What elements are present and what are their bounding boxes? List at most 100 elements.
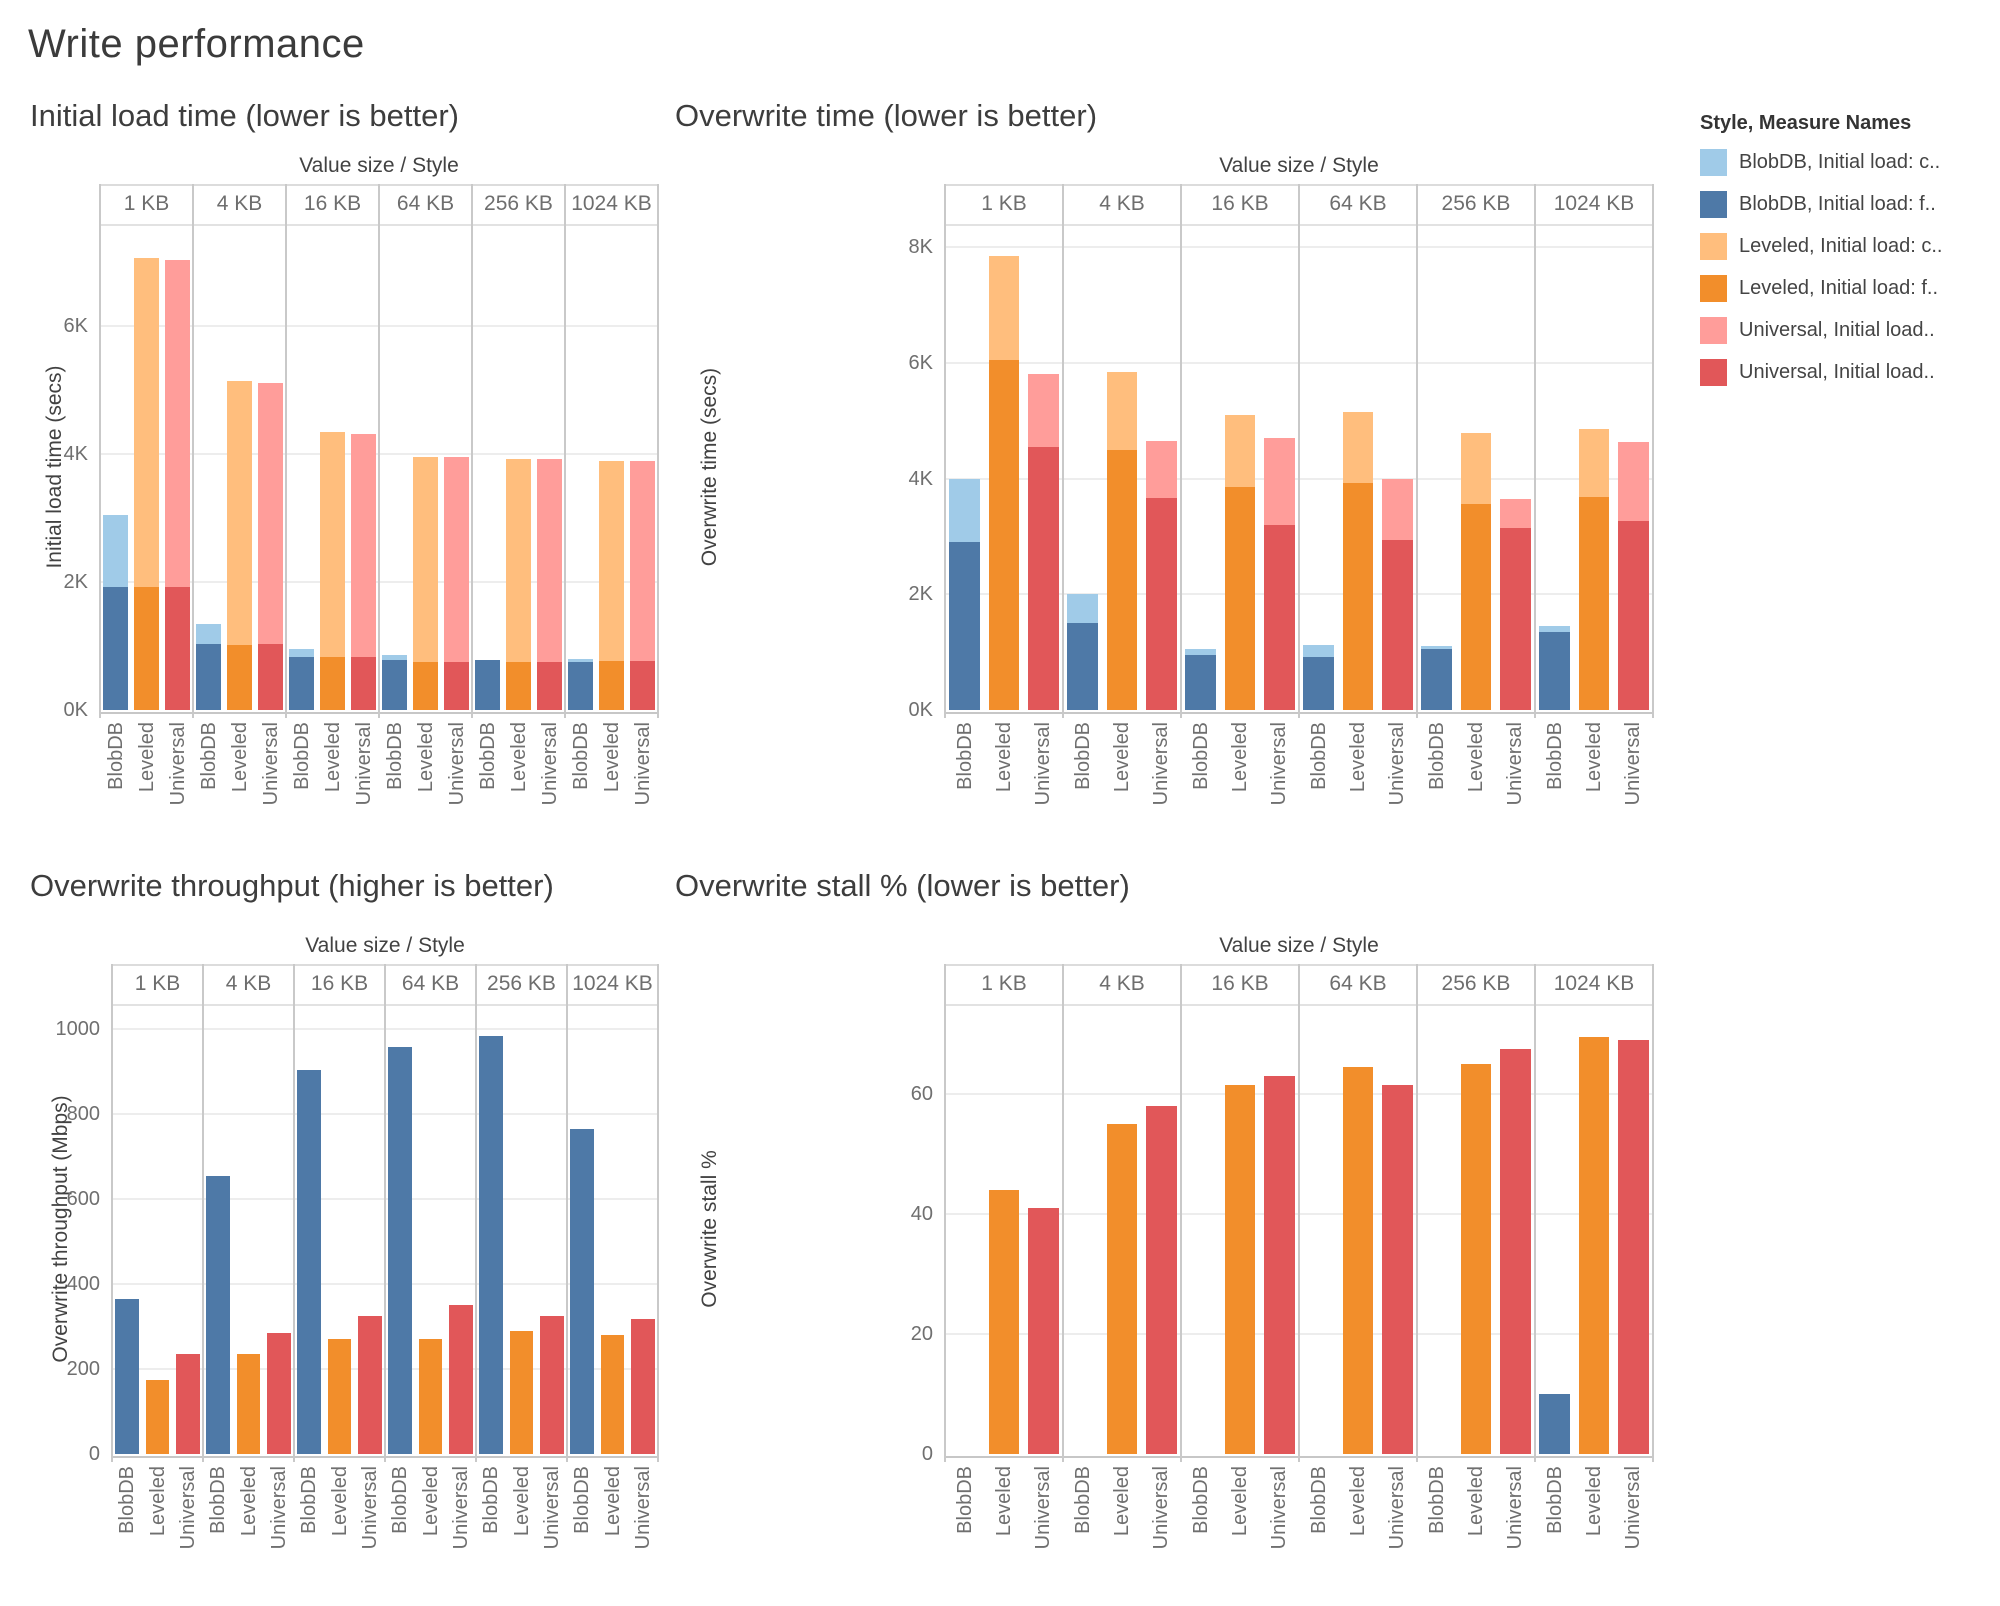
chart-overwrite-time: Overwrite time (lower is better) Value s… xyxy=(675,98,1657,864)
bar-leveled[interactable] xyxy=(227,644,252,710)
bar-blobdb[interactable] xyxy=(382,660,407,710)
bar-universal[interactable] xyxy=(1145,1106,1177,1454)
pane-separator xyxy=(1180,184,1182,718)
bar-universal[interactable] xyxy=(258,644,283,710)
bar-leveled[interactable] xyxy=(509,1330,534,1454)
bar-universal[interactable] xyxy=(176,1354,200,1454)
size-header-cell: 64 KB xyxy=(1329,192,1387,215)
bar-leveled[interactable] xyxy=(1460,1064,1492,1454)
bar-leveled[interactable] xyxy=(1224,487,1256,710)
bar-blobdb[interactable] xyxy=(1421,648,1452,710)
bar-blobdb[interactable] xyxy=(206,1175,230,1454)
pane-separator xyxy=(99,184,101,718)
bar-leveled[interactable] xyxy=(599,661,624,710)
x-category-label: Leveled xyxy=(993,1466,1015,1537)
legend-label: Leveled, Initial load: c.. xyxy=(1739,235,1943,257)
bar-blobdb[interactable] xyxy=(115,1299,139,1454)
bar-blobdb[interactable] xyxy=(1185,655,1216,710)
bar-blobdb[interactable] xyxy=(289,656,314,710)
bar-universal[interactable] xyxy=(444,662,469,710)
bar-universal[interactable] xyxy=(630,661,655,710)
bar-blobdb[interactable] xyxy=(196,644,221,710)
bar-blobdb[interactable] xyxy=(297,1069,321,1454)
bar-leveled[interactable] xyxy=(1578,1037,1610,1454)
y-axis-title: Initial load time (secs) xyxy=(43,365,66,569)
size-header-cell: 1 KB xyxy=(981,192,1027,215)
legend-item[interactable]: BlobDB, Initial load: c.. xyxy=(1700,149,1990,176)
bar-leveled[interactable] xyxy=(1578,496,1610,710)
page-title: Write performance xyxy=(28,22,365,66)
bar-leveled[interactable] xyxy=(236,1354,261,1454)
x-category-label: BlobDB xyxy=(104,722,127,790)
column-field-label: Value size / Style xyxy=(1219,154,1379,177)
x-category-label: Leveled xyxy=(510,1466,533,1537)
pane-separator xyxy=(202,964,204,1462)
bar-universal[interactable] xyxy=(1617,1040,1649,1454)
bar-blobdb[interactable] xyxy=(103,586,128,710)
bar-universal[interactable] xyxy=(1027,446,1059,710)
x-category-label: Leveled xyxy=(228,722,251,793)
bar-universal[interactable] xyxy=(1617,520,1649,710)
bar-leveled[interactable] xyxy=(1342,1067,1374,1454)
bar-leveled[interactable] xyxy=(320,656,345,710)
bar-leveled[interactable] xyxy=(600,1335,625,1454)
bar-blobdb[interactable] xyxy=(1539,631,1570,710)
bar-blobdb[interactable] xyxy=(388,1047,412,1454)
bar-universal[interactable] xyxy=(1263,1076,1295,1454)
bar-blobdb[interactable] xyxy=(570,1129,594,1454)
bar-leveled[interactable] xyxy=(145,1379,170,1454)
bar-blobdb[interactable] xyxy=(949,542,980,710)
bar-leveled[interactable] xyxy=(134,586,159,710)
bar-universal[interactable] xyxy=(1381,1085,1413,1454)
bar-leveled[interactable] xyxy=(506,662,531,710)
size-header-cell: 1 KB xyxy=(123,192,170,215)
x-category-label: Leveled xyxy=(414,722,437,793)
legend-item[interactable]: Universal, Initial load.. xyxy=(1700,317,1990,344)
bar-universal[interactable] xyxy=(1499,1049,1531,1454)
bar-universal[interactable] xyxy=(165,586,190,710)
bar-leveled[interactable] xyxy=(1106,449,1138,710)
bar-blobdb[interactable] xyxy=(1303,656,1334,710)
bar-universal[interactable] xyxy=(631,1319,655,1454)
bar-leveled[interactable] xyxy=(418,1339,443,1454)
legend-item[interactable]: BlobDB, Initial load: f.. xyxy=(1700,191,1990,218)
size-header-cell: 16 KB xyxy=(303,192,362,215)
x-category-label: Leveled xyxy=(328,1466,351,1537)
legend-item[interactable]: Leveled, Initial load: f.. xyxy=(1700,275,1990,302)
bar-leveled[interactable] xyxy=(988,359,1020,710)
bar-leveled[interactable] xyxy=(413,662,438,710)
bar-universal[interactable] xyxy=(1499,527,1531,710)
bar-leveled[interactable] xyxy=(1106,1124,1138,1454)
bar-universal[interactable] xyxy=(267,1333,291,1454)
bar-blobdb[interactable] xyxy=(568,662,593,710)
x-category-label: Leveled xyxy=(600,722,623,793)
size-header-cell: 256 KB xyxy=(484,192,553,215)
bar-leveled[interactable] xyxy=(1224,1085,1256,1454)
legend-item[interactable]: Leveled, Initial load: c.. xyxy=(1700,233,1990,260)
bar-universal[interactable] xyxy=(351,656,376,710)
bar-blobdb[interactable] xyxy=(1539,1394,1570,1454)
y-tick-label: 0 xyxy=(88,1443,100,1465)
bar-universal[interactable] xyxy=(1263,524,1295,710)
legend-item[interactable]: Universal, Initial load.. xyxy=(1700,359,1990,386)
bar-blobdb[interactable] xyxy=(479,1035,503,1454)
bar-universal[interactable] xyxy=(358,1316,382,1454)
bar-leveled[interactable] xyxy=(1460,504,1492,710)
pane-separator xyxy=(1652,964,1654,1462)
bar-leveled[interactable] xyxy=(988,1190,1020,1454)
bar-universal[interactable] xyxy=(1381,540,1413,710)
chart-overwrite-throughput: Overwrite throughput (higher is better) … xyxy=(30,868,662,1606)
bar-blobdb[interactable] xyxy=(1067,623,1098,710)
bar-blobdb[interactable] xyxy=(475,660,500,710)
bar-leveled[interactable] xyxy=(1342,482,1374,710)
bar-universal[interactable] xyxy=(1027,1208,1059,1454)
legend-swatch xyxy=(1700,275,1727,302)
bar-universal[interactable] xyxy=(537,662,562,710)
x-category-label: BlobDB xyxy=(389,1466,412,1534)
bar-universal[interactable] xyxy=(1145,497,1177,710)
size-header-cell: 16 KB xyxy=(1211,972,1269,995)
bar-universal[interactable] xyxy=(540,1316,564,1454)
x-category-label: BlobDB xyxy=(1425,1466,1448,1534)
bar-leveled[interactable] xyxy=(327,1339,352,1454)
bar-universal[interactable] xyxy=(449,1305,473,1454)
